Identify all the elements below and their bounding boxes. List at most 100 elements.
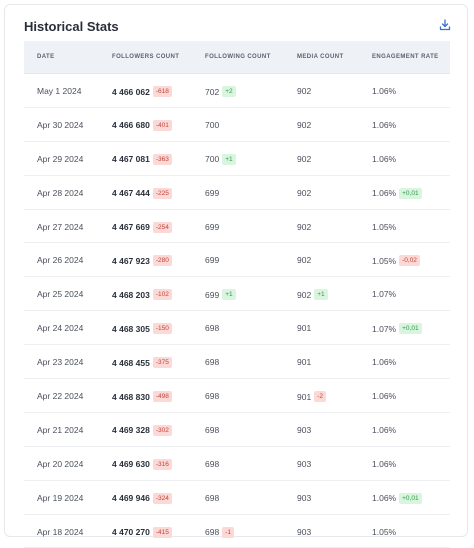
following-value: 702 <box>205 86 220 97</box>
followers-value: 4 466 062 <box>112 86 150 97</box>
following-cell: 699 <box>205 255 219 265</box>
followers-value: 4 467 444 <box>112 188 150 199</box>
media-cell: 902 <box>297 86 311 96</box>
following-value: 699 <box>205 221 220 232</box>
date-value: Apr 24 2024 <box>37 323 84 334</box>
media-value: 902 <box>297 119 312 130</box>
media-value: 902 <box>297 221 312 232</box>
engagement-value: 1.05% <box>372 255 397 266</box>
followers-value: 4 468 455 <box>112 357 150 368</box>
date-cell: Apr 27 2024 <box>37 222 83 232</box>
table-row: Apr 27 2024 4 467 669 -254 699 902 1.05% <box>24 210 450 244</box>
date-value: Apr 25 2024 <box>37 289 84 300</box>
media-value: 902 <box>297 86 312 96</box>
date-value: Apr 18 2024 <box>37 526 84 537</box>
table-row: Apr 22 2024 4 468 830 -498 698 901 -2 1.06% <box>24 379 450 413</box>
column-header-media[interactable]: MEDIA COUNT <box>297 54 344 60</box>
engagement-value: 1.06% <box>372 458 397 469</box>
media-cell: 902 <box>297 188 311 198</box>
media-cell: 902 +1 <box>297 289 328 301</box>
followers-cell: 4 468 305 -150 <box>112 323 172 335</box>
media-value: 902 <box>297 289 312 300</box>
followers-delta-badge: -401 <box>152 119 172 131</box>
date-value: Apr 27 2024 <box>37 221 84 232</box>
followers-value: 4 469 328 <box>112 425 150 436</box>
following-delta-badge: +2 <box>222 86 236 97</box>
media-value: 902 <box>297 255 312 266</box>
media-value: 903 <box>297 458 312 469</box>
media-cell: 903 <box>297 425 311 435</box>
card-title: Historical Stats <box>24 19 119 34</box>
followers-value: 4 466 680 <box>112 120 150 131</box>
engagement-value: 1.06% <box>372 424 397 435</box>
followers-value: 4 467 669 <box>112 222 150 233</box>
engagement-cell: 1.06% <box>372 391 396 401</box>
engagement-value: 1.06% <box>372 357 397 368</box>
following-cell: 698 <box>205 459 219 469</box>
table-row: Apr 24 2024 4 468 305 -150 698 901 1.07% +0,01 <box>24 311 450 346</box>
followers-cell: 4 466 680 -401 <box>112 119 172 131</box>
following-value: 699 <box>205 255 220 266</box>
engagement-value: 1.06% <box>372 119 397 130</box>
following-cell: 698 <box>205 323 219 333</box>
followers-delta-badge: -102 <box>152 289 172 301</box>
table-row: Apr 28 2024 4 467 444 -225 699 902 1.06% +0,01 <box>24 176 450 210</box>
following-cell: 699 +1 <box>205 289 236 301</box>
followers-value: 4 468 830 <box>112 391 150 402</box>
date-cell: Apr 25 2024 <box>37 289 83 299</box>
date-cell: Apr 26 2024 <box>37 255 83 265</box>
following-delta-badge: +1 <box>222 289 236 301</box>
column-header-date[interactable]: DATE <box>37 54 55 60</box>
engagement-value: 1.07% <box>372 323 397 334</box>
date-cell: Apr 21 2024 <box>37 425 83 435</box>
engagement-value: 1.07% <box>372 289 397 300</box>
followers-delta-badge: -316 <box>152 458 172 470</box>
engagement-value: 1.05% <box>372 526 397 537</box>
table-row: Apr 29 2024 4 467 081 -363 700 +1 902 1.06% <box>24 142 450 176</box>
followers-cell: 4 466 062 -618 <box>112 86 172 97</box>
following-cell: 698 -1 <box>205 526 234 538</box>
media-cell: 903 <box>297 493 311 503</box>
table-row: Apr 26 2024 4 467 923 -280 699 902 1.05% -0,02 <box>24 243 450 278</box>
engagement-value: 1.06% <box>372 86 397 96</box>
engagement-delta-badge: +0,01 <box>399 187 422 199</box>
engagement-cell: 1.06% +0,01 <box>372 492 422 504</box>
download-icon[interactable] <box>439 19 451 31</box>
followers-cell: 4 469 946 -324 <box>112 492 172 504</box>
historical-stats-card: Historical Stats DATE FOLLOWERS COUNT FO… <box>4 4 468 548</box>
stats-table: DATE FOLLOWERS COUNT FOLLOWING COUNT MED… <box>24 41 450 548</box>
date-value: Apr 20 2024 <box>37 458 84 469</box>
following-value: 698 <box>205 357 220 368</box>
date-value: Apr 26 2024 <box>37 255 84 266</box>
engagement-value: 1.06% <box>372 493 397 504</box>
date-value: May 1 2024 <box>37 86 82 96</box>
followers-delta-badge: -375 <box>152 357 172 369</box>
following-cell: 699 <box>205 222 219 232</box>
engagement-delta-badge: -0,02 <box>399 255 420 267</box>
following-value: 698 <box>205 391 220 402</box>
following-cell: 698 <box>205 425 219 435</box>
followers-value: 4 468 305 <box>112 323 150 334</box>
table-row: Apr 25 2024 4 468 203 -102 699 +1 902 +1 1.07% <box>24 277 450 312</box>
followers-value: 4 467 081 <box>112 154 150 165</box>
date-cell: Apr 20 2024 <box>37 459 83 469</box>
followers-delta-badge: -254 <box>152 221 172 233</box>
following-cell: 700 +1 <box>205 153 236 165</box>
column-header-engagement[interactable]: ENGAGEMENT RATE <box>372 54 439 60</box>
engagement-cell: 1.06% +0,01 <box>372 187 422 199</box>
column-header-followers[interactable]: FOLLOWERS COUNT <box>112 54 180 60</box>
media-cell: 901 <box>297 323 311 333</box>
engagement-value: 1.06% <box>372 188 397 199</box>
media-cell: 902 <box>297 222 311 232</box>
followers-cell: 4 468 830 -498 <box>112 391 172 403</box>
date-cell: Apr 23 2024 <box>37 357 83 367</box>
followers-value: 4 470 270 <box>112 527 150 538</box>
column-header-following[interactable]: FOLLOWING COUNT <box>205 54 271 60</box>
engagement-value: 1.05% <box>372 221 397 232</box>
followers-value: 4 469 630 <box>112 459 150 470</box>
engagement-cell: 1.05% <box>372 527 396 537</box>
date-cell: Apr 19 2024 <box>37 493 83 503</box>
following-value: 698 <box>205 492 220 503</box>
following-cell: 698 <box>205 391 219 401</box>
media-cell: 902 <box>297 154 311 164</box>
